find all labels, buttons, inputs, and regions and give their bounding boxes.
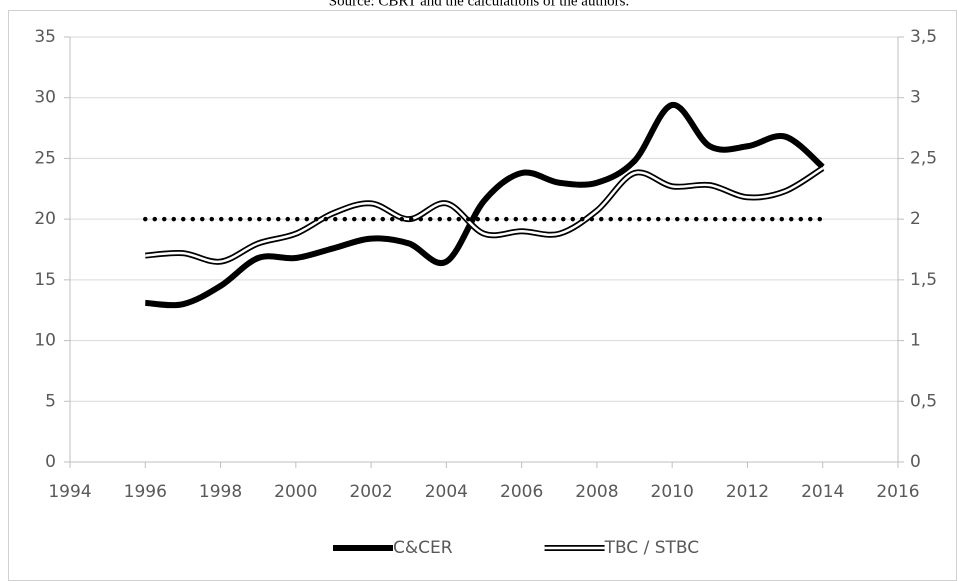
x-tick-label: 2014 (801, 482, 844, 502)
x-tick-label: 2012 (726, 482, 769, 502)
x-tick-label: 1994 (48, 482, 91, 502)
x-tick-label: 2008 (575, 482, 618, 502)
caption: Source: CBRT and the calculations of the… (329, 0, 629, 9)
y-tick-label: 0 (45, 452, 56, 472)
y2-tick-label: 1 (910, 331, 921, 351)
x-tick-label: 2000 (274, 482, 317, 502)
y2-tick-label: 2 (910, 209, 921, 229)
x-tick-label: 1998 (199, 482, 242, 502)
line-series (145, 102, 825, 309)
x-tick-label: 1996 (124, 482, 167, 502)
y-tick-label: 20 (34, 209, 56, 229)
line-series-inner (145, 167, 824, 264)
y2-tick-label: 1,5 (910, 270, 937, 290)
y2-tick-label: 0,5 (910, 391, 937, 411)
y-tick-label: 5 (45, 391, 56, 411)
x-tick-label: 2016 (876, 482, 919, 502)
y-tick-label: 10 (34, 331, 56, 351)
x-tick-label: 2002 (349, 482, 392, 502)
y2-tick-label: 3 (910, 88, 921, 108)
y-tick-label: 30 (34, 88, 56, 108)
y2-tick-label: 0 (910, 452, 921, 472)
x-tick-label: 2004 (425, 482, 468, 502)
y2-tick-label: 2,5 (910, 148, 937, 168)
x-tick-label: 2010 (651, 482, 694, 502)
legend-label: C&CER (393, 538, 453, 558)
x-tick-label: 2006 (500, 482, 543, 502)
y-tick-label: 25 (34, 148, 56, 168)
y2-tick-label: 3,5 (910, 27, 937, 47)
y-tick-label: 35 (34, 27, 56, 47)
y-tick-label: 15 (34, 270, 56, 290)
legend-label: TBC / STBC (604, 538, 700, 558)
